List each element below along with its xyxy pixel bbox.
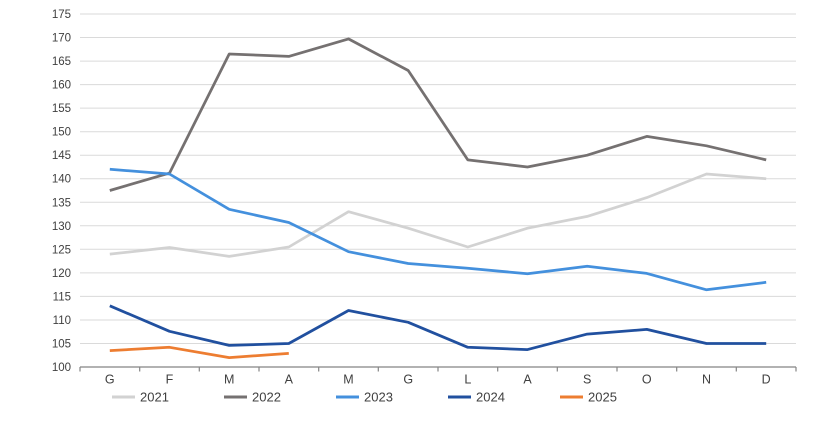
y-axis-label: 120 [52,268,71,280]
x-axis-label: G [105,373,115,387]
legend-label-2022: 2022 [252,390,281,405]
y-axis-label: 125 [52,244,71,256]
y-axis-label: 155 [52,103,71,115]
y-axis-label: 150 [52,127,71,139]
series-line-2023 [109,167,767,292]
y-axis-label: 160 [52,80,71,92]
y-axis-label: 175 [52,9,71,21]
y-axis-label: 135 [52,197,71,209]
x-axis-label: M [224,373,234,387]
series-line-2025 [109,345,289,359]
legend-label-2024: 2024 [476,390,505,405]
x-axis-label: A [523,373,532,387]
y-axis-label: 105 [52,339,71,351]
series-line-2021 [109,172,767,258]
x-axis-label: G [403,373,413,387]
x-axis-label: D [762,373,771,387]
x-axis-label: A [285,373,294,387]
y-axis-label: 110 [53,315,71,327]
y-axis-label: 100 [52,362,71,374]
x-axis-label: N [702,373,711,387]
legend-label-2021: 2021 [140,390,169,405]
y-axis-label: 130 [52,221,71,233]
legend-label-2023: 2023 [364,390,393,405]
x-axis-label: M [343,373,353,387]
y-axis-label: 170 [52,33,71,45]
y-axis-label: 115 [53,291,71,303]
legend-label-2025: 2025 [588,390,617,405]
y-axis-label: 165 [52,56,71,68]
x-axis-label: S [583,373,591,387]
y-axis-label: 145 [52,150,71,162]
series-line-2022 [109,37,767,192]
x-axis-label: O [642,373,652,387]
series-line-2024 [109,304,767,351]
y-axis-label: 140 [52,174,71,186]
x-axis-label: L [464,373,471,387]
x-axis-label: F [166,373,174,387]
